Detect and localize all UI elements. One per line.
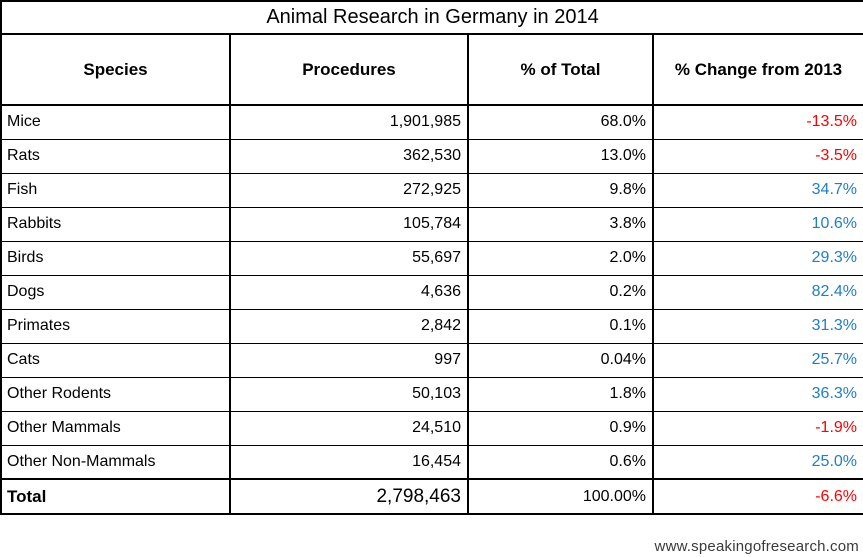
pct-total-cell: 9.8%	[467, 172, 654, 208]
table-title: Animal Research in Germany in 2014	[0, 0, 863, 35]
table-row: Cats 997 0.04% 25.7%	[0, 342, 863, 378]
pct-change-cell: 25.0%	[651, 444, 863, 480]
total-row: Total 2,798,463 100.00% -6.6%	[0, 478, 863, 515]
pct-change-cell: 29.3%	[651, 240, 863, 276]
website-watermark: www.speakingofresearch.com	[654, 538, 859, 555]
procedures-cell: 105,784	[229, 206, 469, 242]
procedures-cell: 24,510	[229, 410, 469, 446]
total-pct-cell: 100.00%	[467, 478, 654, 515]
table-row: Rabbits 105,784 3.8% 10.6%	[0, 206, 863, 242]
procedures-cell: 50,103	[229, 376, 469, 412]
procedures-cell: 16,454	[229, 444, 469, 480]
species-cell: Dogs	[0, 274, 231, 310]
species-cell: Birds	[0, 240, 231, 276]
pct-change-cell: -13.5%	[651, 104, 863, 140]
col-header-pct-total: % of Total	[467, 33, 654, 106]
table-row: Other Mammals 24,510 0.9% -1.9%	[0, 410, 863, 446]
pct-total-cell: 0.9%	[467, 410, 654, 446]
species-cell: Other Non-Mammals	[0, 444, 231, 480]
table-row: Dogs 4,636 0.2% 82.4%	[0, 274, 863, 310]
pct-total-cell: 13.0%	[467, 138, 654, 174]
col-header-procedures: Procedures	[229, 33, 469, 106]
procedures-cell: 4,636	[229, 274, 469, 310]
species-cell: Primates	[0, 308, 231, 344]
species-cell: Other Mammals	[0, 410, 231, 446]
total-label-cell: Total	[0, 478, 231, 515]
pct-total-cell: 0.6%	[467, 444, 654, 480]
total-procedures-cell: 2,798,463	[229, 478, 469, 515]
pct-total-cell: 68.0%	[467, 104, 654, 140]
table-row: Primates 2,842 0.1% 31.3%	[0, 308, 863, 344]
table-row: Birds 55,697 2.0% 29.3%	[0, 240, 863, 276]
species-cell: Mice	[0, 104, 231, 140]
pct-total-cell: 0.2%	[467, 274, 654, 310]
animal-research-table: Animal Research in Germany in 2014 Speci…	[0, 0, 863, 515]
col-header-pct-change: % Change from 2013	[651, 33, 863, 106]
species-cell: Cats	[0, 342, 231, 378]
table-row: Rats 362,530 13.0% -3.5%	[0, 138, 863, 174]
procedures-cell: 997	[229, 342, 469, 378]
col-header-species: Species	[0, 33, 231, 106]
header-row: Species Procedures % of Total % Change f…	[0, 33, 863, 106]
pct-change-cell: 34.7%	[651, 172, 863, 208]
table-row: Mice 1,901,985 68.0% -13.5%	[0, 104, 863, 140]
species-cell: Rabbits	[0, 206, 231, 242]
pct-total-cell: 0.1%	[467, 308, 654, 344]
species-cell: Other Rodents	[0, 376, 231, 412]
total-pct-change-cell: -6.6%	[651, 478, 863, 515]
pct-change-cell: 10.6%	[651, 206, 863, 242]
title-row: Animal Research in Germany in 2014	[0, 0, 863, 35]
procedures-cell: 2,842	[229, 308, 469, 344]
pct-change-cell: -1.9%	[651, 410, 863, 446]
pct-change-cell: 25.7%	[651, 342, 863, 378]
pct-change-cell: 31.3%	[651, 308, 863, 344]
procedures-cell: 55,697	[229, 240, 469, 276]
pct-total-cell: 1.8%	[467, 376, 654, 412]
pct-change-cell: -3.5%	[651, 138, 863, 174]
table-row: Other Rodents 50,103 1.8% 36.3%	[0, 376, 863, 412]
pct-total-cell: 2.0%	[467, 240, 654, 276]
procedures-cell: 272,925	[229, 172, 469, 208]
procedures-cell: 362,530	[229, 138, 469, 174]
pct-total-cell: 3.8%	[467, 206, 654, 242]
table-row: Other Non-Mammals 16,454 0.6% 25.0%	[0, 444, 863, 480]
species-cell: Fish	[0, 172, 231, 208]
procedures-cell: 1,901,985	[229, 104, 469, 140]
species-cell: Rats	[0, 138, 231, 174]
pct-change-cell: 82.4%	[651, 274, 863, 310]
table-row: Fish 272,925 9.8% 34.7%	[0, 172, 863, 208]
pct-change-cell: 36.3%	[651, 376, 863, 412]
pct-total-cell: 0.04%	[467, 342, 654, 378]
